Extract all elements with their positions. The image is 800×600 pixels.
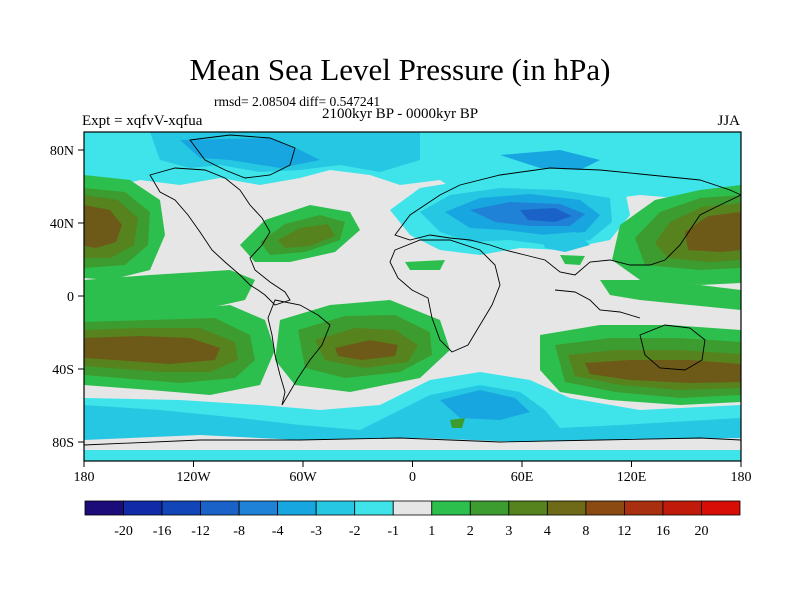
colorbar-label: 20 bbox=[694, 524, 708, 539]
colorbar-swatch bbox=[392, 500, 433, 516]
colorbar-label: 3 bbox=[505, 524, 512, 539]
greenland-coast bbox=[189, 134, 296, 179]
antarctica-coast bbox=[84, 437, 741, 446]
coastlines bbox=[84, 134, 741, 446]
colorbar-label: 12 bbox=[617, 524, 631, 539]
greenland-blue-core bbox=[180, 138, 320, 168]
satl-high-core bbox=[335, 340, 398, 360]
x-tick-label: 120W bbox=[176, 470, 211, 485]
colorbar-label: -4 bbox=[272, 524, 284, 539]
india-green-patch bbox=[560, 255, 585, 265]
axis-ticks bbox=[78, 149, 742, 467]
x-tick-label: 180 bbox=[74, 470, 95, 485]
pressure-field bbox=[84, 132, 741, 461]
colorbar-swatch bbox=[469, 500, 510, 516]
australia-coast bbox=[639, 324, 706, 371]
x-tick-label: 60W bbox=[289, 470, 317, 485]
natl-high-inner bbox=[278, 224, 335, 248]
tropical-pacific-green bbox=[84, 270, 255, 320]
y-tick-label: 80N bbox=[50, 144, 74, 159]
colorbar-label: -2 bbox=[349, 524, 361, 539]
colorbar-swatch bbox=[701, 500, 741, 516]
npac-high-core-left bbox=[84, 205, 122, 248]
y-tick-label: 40N bbox=[50, 217, 74, 232]
colorbar-labels: -20 -16 -12 -8 -4 -3 -2 -1 1 2 3 4 8 12 16 20 bbox=[114, 524, 708, 539]
colorbar-swatch bbox=[662, 500, 702, 516]
colorbar-label: -1 bbox=[387, 524, 399, 539]
colorbar-swatch bbox=[624, 500, 664, 516]
colorbar-label: 8 bbox=[582, 524, 589, 539]
tibet-blue bbox=[540, 232, 590, 252]
colorbar-swatch bbox=[84, 500, 124, 516]
colorbar-swatch bbox=[315, 500, 356, 516]
south-america-coast bbox=[267, 299, 331, 406]
maritime-continent-coast bbox=[554, 289, 641, 319]
eurasia-coast bbox=[394, 167, 741, 276]
x-tick-label: 60E bbox=[511, 470, 534, 485]
season-label: JJA bbox=[717, 113, 740, 129]
colorbar-label: 16 bbox=[656, 524, 670, 539]
time-period-subtitle: 2100kyr BP - 0000kyr BP bbox=[321, 106, 479, 122]
africa-green-patch bbox=[405, 260, 445, 270]
colorbar-label: -16 bbox=[153, 524, 172, 539]
colorbar-label: -3 bbox=[310, 524, 322, 539]
siberia-blue-core bbox=[500, 150, 600, 170]
sio-high-core bbox=[585, 360, 741, 383]
antarctic-green-spot bbox=[450, 418, 465, 428]
x-tick-labels: 180 120W 60W 0 60E 120E 180 bbox=[74, 470, 752, 485]
y-tick-label: 40S bbox=[52, 363, 74, 378]
y-tick-label: 80S bbox=[52, 436, 74, 451]
colorbar-swatch bbox=[354, 500, 394, 516]
x-tick-label: 120E bbox=[617, 470, 647, 485]
rmsd-diff-stats: rmsd= 2.08504 diff= 0.547241 bbox=[214, 94, 381, 109]
colorbar-swatch bbox=[431, 500, 471, 516]
antarctic-cyan-edge bbox=[84, 450, 741, 461]
colorbar-swatch bbox=[546, 500, 587, 516]
west-pacific-green bbox=[600, 280, 741, 310]
npac-high-core-right bbox=[685, 212, 741, 252]
colorbar-swatch bbox=[200, 500, 240, 516]
north-america-coast bbox=[149, 167, 291, 306]
y-tick-label: 0 bbox=[67, 290, 74, 305]
eurasia-low-center bbox=[520, 208, 572, 222]
africa-coast bbox=[389, 239, 501, 353]
map-title: Mean Sea Level Pressure (in hPa) bbox=[189, 52, 611, 87]
colorbar-swatch bbox=[161, 500, 201, 516]
colorbar-swatch bbox=[585, 500, 625, 516]
spac-high-core bbox=[84, 336, 220, 364]
colorbar-swatch bbox=[508, 500, 548, 516]
southern-ocean-core bbox=[440, 390, 530, 420]
colorbar-label: 1 bbox=[428, 524, 435, 539]
colorbar-swatch bbox=[277, 500, 317, 516]
y-tick-labels: 80N 40N 0 40S 80S bbox=[50, 144, 74, 451]
experiment-label: Expt = xqfvV-xqfua bbox=[82, 113, 203, 129]
colorbar-swatch bbox=[238, 500, 279, 516]
colorbar-label: -12 bbox=[191, 524, 210, 539]
x-tick-label: 0 bbox=[409, 470, 416, 485]
colorbar-label: 2 bbox=[467, 524, 474, 539]
colorbar-label: -20 bbox=[114, 524, 133, 539]
colorbar-swatch bbox=[123, 500, 163, 516]
colorbar-label: 4 bbox=[544, 524, 551, 539]
x-tick-label: 180 bbox=[731, 470, 752, 485]
colorbar-label: -8 bbox=[233, 524, 245, 539]
colorbar bbox=[84, 500, 741, 516]
